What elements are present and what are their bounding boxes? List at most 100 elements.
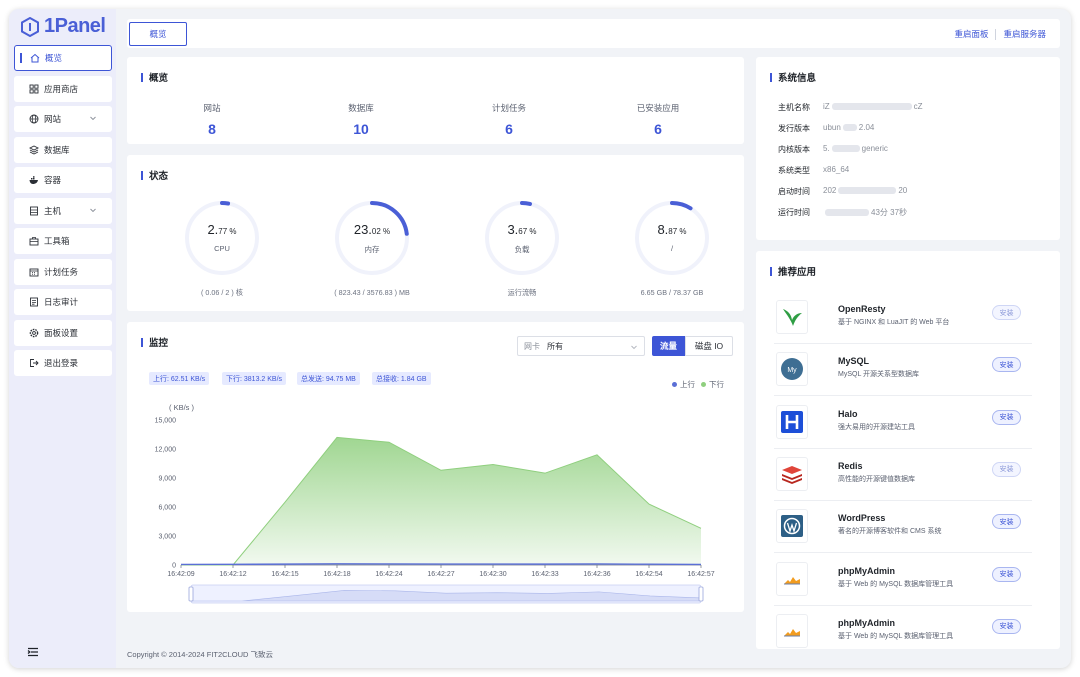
gauge-label: CPU	[214, 244, 230, 253]
sidebar-item-websites[interactable]: 网站	[14, 106, 112, 132]
restart-server-link[interactable]: 重启服务器	[1003, 29, 1046, 39]
menu-collapse-icon[interactable]	[27, 647, 39, 657]
openresty-icon	[776, 300, 808, 334]
overview-websites[interactable]: 网站 8	[152, 102, 272, 137]
legend-upload[interactable]: 上行	[672, 379, 695, 390]
toolbox-icon	[29, 237, 39, 246]
gauge-3[interactable]: 8.87 % / 6.65 GB / 78.37 GB	[597, 198, 747, 297]
app-description: 强大易用的开源建站工具	[838, 423, 915, 431]
app-description: 基于 Web 的 MySQL 数据库管理工具	[838, 632, 954, 640]
sidebar-item-label: 工具箱	[44, 236, 70, 246]
gauge-detail: ( 823.43 / 3576.83 ) MB	[334, 288, 410, 297]
sidebar-item-label: 日志审计	[44, 297, 79, 307]
app-item-mysql[interactable]: My MySQL MySQL 开源关系型数据库 安装	[774, 344, 1032, 397]
app-description: 基于 Web 的 MySQL 数据库管理工具	[838, 580, 954, 588]
app-description: 基于 NGINX 和 LuaJIT 的 Web 平台	[838, 319, 950, 326]
nic-label: 网卡	[524, 341, 540, 351]
sysinfo-value: iZ cZ	[823, 102, 923, 111]
sidebar-item-logout[interactable]: 退出登录	[14, 350, 112, 376]
install-button[interactable]: 安装	[992, 566, 1021, 582]
y-tick-label: 12,000	[155, 447, 177, 454]
divider	[995, 28, 997, 40]
overview-value: 6	[654, 121, 662, 137]
sidebar-item-database[interactable]: 数据库	[14, 136, 112, 163]
sysinfo-row-uptime: 运行时间 43分 37秒	[778, 207, 907, 218]
sidebar-item-label: 退出登录	[44, 358, 79, 368]
mysql-icon: My	[776, 352, 808, 387]
install-button[interactable]: 安装	[992, 618, 1021, 634]
sidebar-item-containers[interactable]: 容器	[14, 167, 112, 193]
x-tick-label: 16:42:33	[531, 571, 558, 578]
traffic-tab[interactable]: 流量	[652, 336, 685, 356]
gauge-1[interactable]: 23.02 % 内存 ( 823.43 / 3576.83 ) MB	[297, 198, 447, 297]
sidebar: 1Panel 概览 应用商店 网站 数据库 容器	[9, 9, 116, 668]
sidebar-item-cron[interactable]: 计划任务	[14, 258, 112, 285]
install-button[interactable]: 安装	[992, 514, 1021, 530]
card-title: 状态	[141, 168, 168, 182]
app-item-phpmyadmin[interactable]: phpMyAdmin 基于 Web 的 MySQL 数据库管理工具 安装	[774, 554, 1032, 606]
gauge-label: /	[670, 244, 674, 253]
legend-download[interactable]: 下行	[701, 379, 724, 390]
install-button[interactable]: 安装	[992, 357, 1021, 373]
phpmyadmin-icon	[776, 613, 808, 648]
overview-value: 8	[208, 121, 216, 137]
app-item-wordpress[interactable]: WordPress 著名的开源博客软件和 CMS 系统 安装	[774, 501, 1032, 554]
sidebar-item-settings[interactable]: 面板设置	[14, 319, 112, 346]
install-button[interactable]: 安装	[992, 461, 1021, 477]
gauge-value: 2.77 %	[207, 222, 237, 237]
overview-cron[interactable]: 计划任务 6	[449, 102, 569, 137]
gauge-center: 8.87 % /	[597, 222, 747, 253]
x-tick-label: 16:42:18	[323, 571, 350, 578]
overview-label: 数据库	[348, 103, 374, 113]
sidebar-item-host[interactable]: 主机	[14, 197, 112, 224]
sidebar-item-label: 计划任务	[44, 266, 79, 277]
app-description: MySQL 开源关系型数据库	[838, 371, 920, 379]
app-description: 高性能的开源键值数据库	[838, 475, 915, 483]
sysinfo-key: 发行版本	[778, 124, 810, 133]
tab-overview[interactable]: 概览	[129, 22, 187, 46]
download-rate-tag: 下行: 3813.2 KB/s	[222, 372, 287, 385]
sysinfo-value: ubun 2.04	[823, 123, 875, 132]
app-item-openresty[interactable]: OpenResty 基于 NGINX 和 LuaJIT 的 Web 平台 安装	[774, 292, 1032, 344]
sysinfo-card: 系统信息 主机名称 iZ cZ 发行版本 ubun 2.04 内核版本 5. gene…	[756, 57, 1060, 240]
nic-select[interactable]: 网卡 所有	[517, 336, 645, 356]
sidebar-item-overview[interactable]: 概览	[14, 45, 112, 71]
sysinfo-value: 202 20	[823, 186, 908, 195]
gauge-value: 8.87 %	[657, 222, 687, 237]
phpmyadmin-icon	[776, 561, 808, 596]
chevron-down-icon	[90, 116, 96, 121]
app-item-phpmyadmin[interactable]: phpMyAdmin 基于 Web 的 MySQL 数据库管理工具 安装	[774, 606, 1032, 649]
app-name: Redis	[838, 460, 863, 471]
install-button[interactable]: 安装	[992, 409, 1021, 425]
sysinfo-key: 内核版本	[778, 145, 810, 154]
gauge-value: 3.67 %	[507, 222, 537, 237]
overview-installed-apps[interactable]: 已安装应用 6	[598, 102, 718, 137]
gauge-center: 2.77 % CPU	[147, 222, 297, 253]
top-actions: 重启面板 重启服务器	[954, 28, 1046, 40]
install-button[interactable]: 安装	[992, 305, 1021, 320]
x-tick-label: 16:42:54	[635, 571, 662, 578]
app-item-halo[interactable]: Halo 强大易用的开源建站工具 安装	[774, 397, 1032, 449]
y-tick-label: 15,000	[155, 418, 177, 425]
zoom-handle-left[interactable]	[188, 586, 194, 602]
sidebar-item-appstore[interactable]: 应用商店	[14, 75, 112, 102]
app-item-redis[interactable]: Redis 高性能的开源键值数据库 安装	[774, 449, 1032, 501]
brand-name: 1Panel	[44, 15, 106, 37]
x-tick-label: 16:42:57	[687, 571, 714, 578]
gauge-2[interactable]: 3.67 % 负载 运行流畅	[447, 198, 597, 298]
x-tick-label: 16:42:15	[271, 571, 298, 578]
sidebar-menu: 概览 应用商店 网站 数据库 容器 主机	[14, 45, 112, 381]
logo[interactable]: 1Panel	[21, 15, 106, 38]
sysinfo-row-arch: 系统类型 x86_64	[778, 165, 849, 176]
disk-io-tab[interactable]: 磁盘 IO	[685, 336, 733, 356]
gauge-0[interactable]: 2.77 % CPU ( 0.06 / 2 ) 核	[147, 198, 297, 298]
overview-databases[interactable]: 数据库 10	[301, 102, 421, 137]
sysinfo-key: 启动时间	[778, 187, 810, 196]
card-title: 系统信息	[770, 70, 816, 84]
restart-panel-link[interactable]: 重启面板	[954, 29, 989, 39]
sidebar-item-logs[interactable]: 日志审计	[14, 289, 112, 315]
y-tick-label: 9,000	[158, 476, 176, 483]
sidebar-item-toolbox[interactable]: 工具箱	[14, 228, 112, 254]
sysinfo-row-kernel: 内核版本 5. generic	[778, 144, 888, 155]
zoom-handle-right[interactable]	[698, 586, 704, 602]
